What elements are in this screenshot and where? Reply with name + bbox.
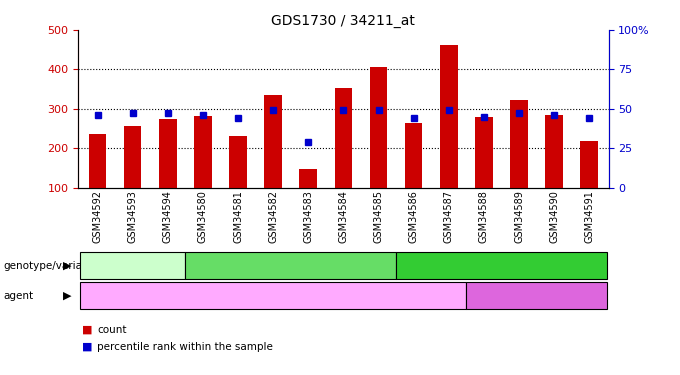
Bar [88, 134, 106, 188]
Text: genotype/variation: genotype/variation [3, 261, 103, 271]
Text: ■: ■ [82, 342, 92, 352]
Bar [159, 118, 177, 188]
Bar [405, 123, 422, 188]
Text: PDGF-A dominant-negative: PDGF-A dominant-negative [430, 261, 572, 271]
Bar [545, 116, 563, 188]
Bar [335, 88, 352, 188]
Text: wildtype: wildtype [110, 261, 155, 271]
Text: agent: agent [3, 291, 33, 301]
Text: exogenous PDGF: exogenous PDGF [492, 291, 581, 301]
Text: ▶: ▶ [63, 291, 71, 301]
Text: count: count [97, 325, 126, 335]
Bar [124, 126, 141, 188]
Bar [475, 117, 493, 188]
Text: untreated: untreated [248, 291, 299, 301]
Bar [265, 95, 282, 188]
Bar [581, 141, 598, 188]
Title: GDS1730 / 34211_at: GDS1730 / 34211_at [271, 13, 415, 28]
Text: neo-resistant: neo-resistant [256, 261, 325, 271]
Text: percentile rank within the sample: percentile rank within the sample [97, 342, 273, 352]
Text: ■: ■ [82, 325, 92, 335]
Bar [440, 45, 458, 188]
Text: ▶: ▶ [63, 261, 71, 271]
Bar [194, 116, 211, 188]
Bar [229, 136, 247, 188]
Bar [370, 68, 388, 188]
Bar [299, 169, 317, 188]
Bar [510, 100, 528, 188]
